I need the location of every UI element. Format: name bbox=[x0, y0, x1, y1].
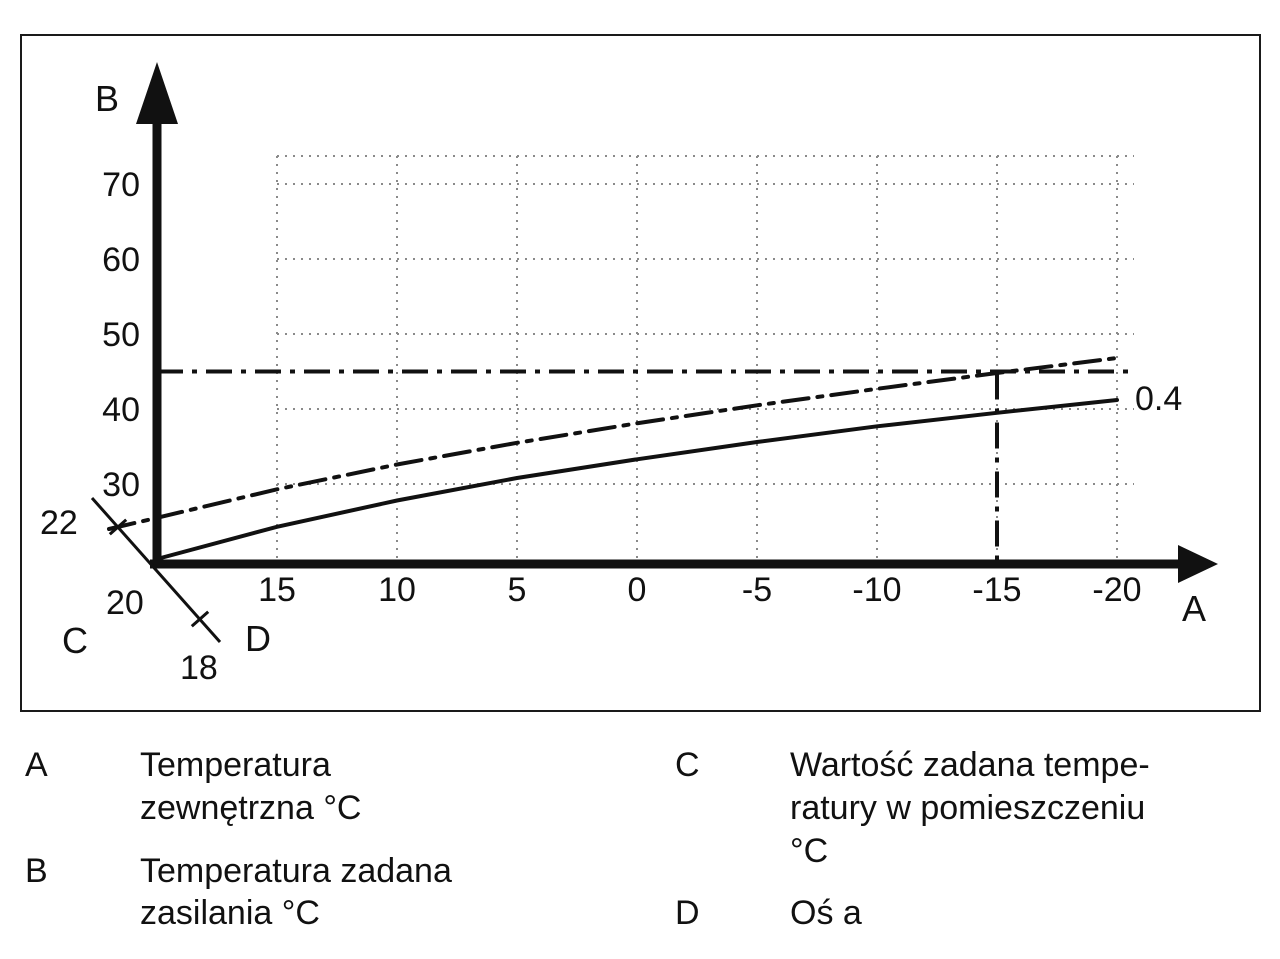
legend-line: zewnętrzna °C bbox=[140, 788, 362, 827]
diag-tick-18: 18 bbox=[180, 649, 218, 687]
legend-item-d: D Oś a bbox=[675, 892, 1270, 935]
legend-line: ratury w pomieszczeniu bbox=[790, 788, 1146, 827]
legend-column-right: C Wartość zadana tempe- ratury w pomiesz… bbox=[675, 744, 1270, 955]
x-tick-label: -15 bbox=[972, 571, 1021, 609]
y-axis-arrow-icon bbox=[136, 62, 178, 124]
legend-text-c: Wartość zadana tempe- ratury w pomieszcz… bbox=[790, 744, 1150, 872]
legend-key-b: B bbox=[25, 851, 48, 890]
legend-line: Temperatura bbox=[140, 746, 331, 784]
legend-item-b: B Temperatura zadana zasilania °C bbox=[25, 850, 655, 936]
y-tick-label: 30 bbox=[102, 466, 140, 504]
x-axis-label: A bbox=[1182, 588, 1207, 629]
legend-key-d: D bbox=[675, 894, 700, 933]
legend-line: Wartość zadana tempe- bbox=[790, 746, 1150, 784]
x-tick-label: -20 bbox=[1092, 571, 1141, 609]
y-tick-label: 50 bbox=[102, 316, 140, 354]
legend-line: Temperatura zadana bbox=[140, 851, 452, 890]
diag-axis-label-d: D bbox=[245, 618, 271, 659]
diag-tick-20: 20 bbox=[106, 584, 144, 622]
legend-line: Oś a bbox=[790, 894, 862, 933]
diagonal-axis-tick bbox=[190, 610, 210, 628]
x-tick-label: -5 bbox=[742, 571, 772, 609]
legend-column-left: A Temperatura zewnętrzna °C B Temperatur… bbox=[25, 744, 655, 955]
y-tick-label: 60 bbox=[102, 241, 140, 279]
x-tick-label: -10 bbox=[852, 571, 901, 609]
x-tick-label: 5 bbox=[508, 571, 527, 609]
diag-axis-label-c: C bbox=[62, 620, 88, 661]
diagonal-axis-tick bbox=[108, 518, 128, 536]
legend-item-c: C Wartość zadana tempe- ratury w pomiesz… bbox=[675, 744, 1270, 872]
diagonal-axis bbox=[90, 497, 222, 643]
x-tick-label: 15 bbox=[258, 571, 296, 609]
diag-tick-22: 22 bbox=[40, 504, 78, 542]
legend-text-d: Oś a bbox=[790, 892, 862, 935]
legend-text-a: Temperatura zewnętrzna °C bbox=[140, 744, 361, 830]
y-axis-label: B bbox=[95, 78, 120, 119]
legend-text-b: Temperatura zadana zasilania °C bbox=[140, 850, 452, 936]
legend-line: zasilania °C bbox=[140, 894, 320, 933]
legend-line: °C bbox=[790, 831, 829, 870]
series-heating-curve-solid bbox=[155, 398, 1119, 561]
heating-curve-chart: 15 10 5 0 -5 -10 -15 -20 70 60 50 40 30 B A C D 22 2… bbox=[20, 34, 1261, 712]
x-tick-label: 10 bbox=[378, 571, 416, 609]
y-tick-label: 40 bbox=[102, 391, 140, 429]
y-tick-label: 70 bbox=[102, 166, 140, 204]
x-tick-label: 0 bbox=[628, 571, 647, 609]
legend-key-c: C bbox=[675, 746, 700, 784]
legend-item-a: A Temperatura zewnętrzna °C bbox=[25, 744, 655, 830]
legend-key-a: A bbox=[25, 746, 48, 784]
x-axis-arrow-icon bbox=[1178, 545, 1218, 583]
series-heating-curve-dashdot bbox=[107, 356, 1119, 531]
curve-slope-label: 0.4 bbox=[1135, 380, 1183, 418]
